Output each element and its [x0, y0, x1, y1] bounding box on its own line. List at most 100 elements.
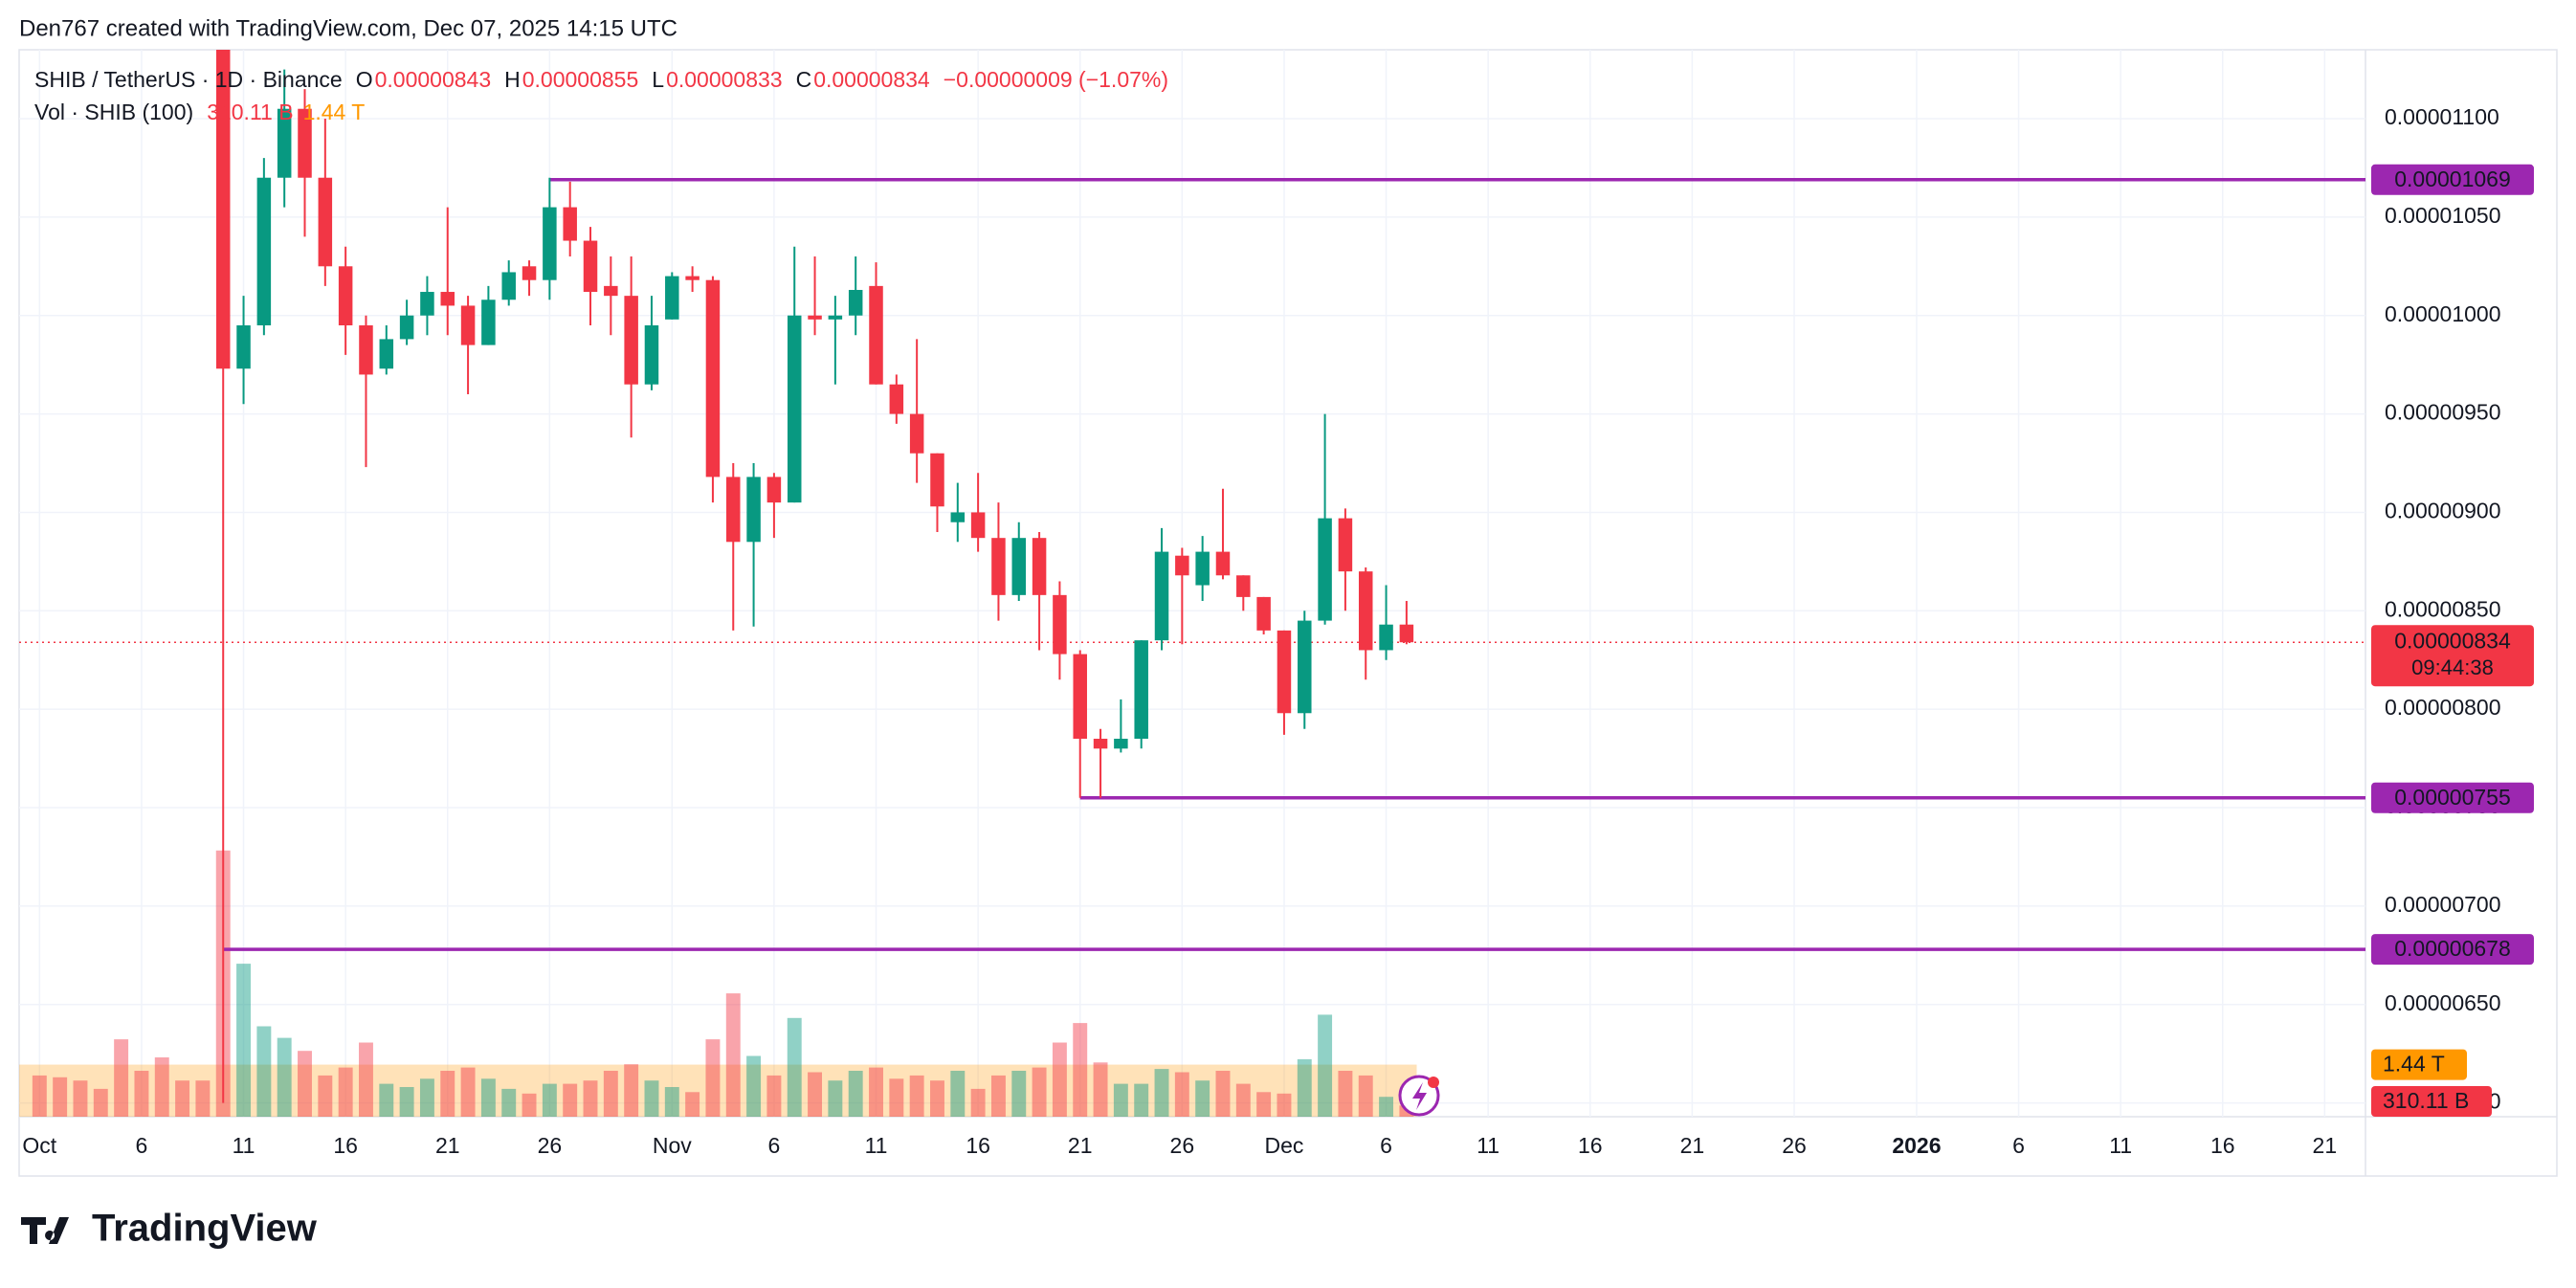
- x-tick-label: 16: [1578, 1133, 1603, 1158]
- volume-bar: [236, 964, 252, 1117]
- volume-ma-box: [2371, 1049, 2467, 1080]
- countdown-label: 09:44:38: [2411, 655, 2494, 679]
- candle-body: [359, 325, 373, 375]
- volume-bar: [828, 1080, 843, 1117]
- price-labels: 0.00001069 0.00000755 0.00000678 0.00000834…: [2371, 164, 2534, 1117]
- ohlc-key: L: [652, 67, 664, 92]
- volume-bar: [460, 1067, 476, 1117]
- attribution: Den767 created with TradingView.com, Dec…: [19, 15, 677, 41]
- volume-bar: [1195, 1080, 1210, 1117]
- volume-bar: [1358, 1075, 1373, 1117]
- candle-body: [338, 266, 353, 326]
- change-value: −0.00000009 (−1.07%): [944, 67, 1168, 92]
- volume-bar: [32, 1075, 47, 1117]
- candle-body: [460, 305, 476, 345]
- volume-bar: [685, 1092, 700, 1117]
- candle-body: [604, 285, 618, 297]
- candle-body: [909, 413, 924, 454]
- candle-body: [1277, 630, 1292, 714]
- level-label: 0.00000755: [2394, 785, 2511, 810]
- current-price-box: [2371, 625, 2534, 687]
- candle-body: [970, 512, 986, 539]
- volume-bar: [298, 1051, 312, 1117]
- x-tick-label: 11: [2109, 1133, 2132, 1158]
- volume-bar: [419, 1078, 434, 1117]
- symbol-legend: SHIB / TetherUS · 1D · Binance O0.0000084…: [34, 67, 1168, 92]
- levels: [19, 178, 2365, 951]
- x-tick-label: 16: [2210, 1133, 2235, 1158]
- candle-body: [543, 207, 557, 280]
- candle-body: [277, 108, 292, 178]
- volume-bar: [1073, 1023, 1088, 1117]
- candle-body: [889, 384, 904, 414]
- y-tick-label: 0.00000900: [2385, 499, 2501, 523]
- candle-body: [440, 292, 455, 306]
- x-tick-label: 21: [435, 1133, 460, 1158]
- ohlc-value: 0.00000855: [522, 67, 639, 92]
- candle-body: [420, 292, 434, 316]
- ohlc-key: C: [796, 67, 812, 92]
- volume-bar: [1215, 1070, 1231, 1117]
- candle-body: [685, 276, 700, 280]
- x-tick-label: 11: [865, 1133, 888, 1158]
- volume-bar: [1235, 1083, 1251, 1117]
- candle-body: [318, 177, 333, 267]
- candle-body: [766, 477, 782, 503]
- x-tick-label: 11: [1477, 1133, 1499, 1158]
- volume-bar: [277, 1037, 292, 1117]
- volume-bar: [1011, 1070, 1027, 1117]
- chart-frame: [18, 49, 2558, 1177]
- volume-last-box: [2371, 1086, 2492, 1117]
- volume-bar: [1338, 1070, 1353, 1117]
- volume-bar: [990, 1075, 1006, 1117]
- ohlc-value: 0.00000833: [666, 67, 783, 92]
- x-tick-label: 21: [2313, 1133, 2338, 1158]
- candle-body: [726, 477, 741, 543]
- candle-body: [1154, 551, 1169, 641]
- candle-body: [236, 325, 251, 369]
- volume-last: 310.11 B: [207, 100, 293, 124]
- candle-body: [1093, 739, 1108, 749]
- ohlc-value: 0.00000843: [375, 67, 492, 92]
- level-label: 0.00001069: [2394, 167, 2511, 191]
- volume-bar: [480, 1078, 496, 1117]
- volume-bar: [1297, 1058, 1312, 1117]
- candle-body: [298, 108, 312, 178]
- volume-bar: [114, 1039, 129, 1117]
- volume-bar: [1134, 1083, 1149, 1117]
- x-tick-label: 6: [1380, 1133, 1392, 1158]
- candle-body: [1053, 594, 1067, 655]
- x-tick-label: 26: [1782, 1133, 1807, 1158]
- volume-ma-area: [19, 1064, 1417, 1117]
- x-tick-label: 6: [768, 1133, 781, 1158]
- y-tick-label: 0.00000950: [2385, 400, 2501, 425]
- volume-bar: [746, 1055, 762, 1117]
- candle-body: [848, 289, 863, 316]
- volume-ma: 1.44 T: [303, 100, 366, 124]
- y-tick-label: 0.00000700: [2385, 892, 2501, 917]
- volume-title: Vol · SHIB (100): [34, 100, 193, 124]
- volume-bar: [1032, 1067, 1047, 1117]
- legend: SHIB / TetherUS · 1D · Binance O0.0000084…: [34, 67, 1168, 124]
- x-tick-label: 6: [2012, 1133, 2025, 1158]
- volume-pane: [19, 850, 1417, 1117]
- candle-body: [399, 315, 414, 340]
- candle-body: [624, 296, 638, 385]
- candle-body: [1318, 518, 1332, 621]
- candle-body: [1032, 538, 1047, 595]
- candle-body: [1256, 596, 1271, 631]
- candle-body: [563, 207, 577, 241]
- axes: 0.000006000.000006500.000007000.00000750…: [22, 104, 2500, 1158]
- volume-bar: [563, 1083, 578, 1117]
- candle-body: [828, 315, 843, 320]
- ohlc-key: O: [356, 67, 373, 92]
- candle-body: [644, 325, 659, 385]
- x-tick-label: 21: [1680, 1133, 1705, 1158]
- candle-body: [481, 300, 496, 345]
- volume-bar: [950, 1070, 966, 1117]
- candle-body: [950, 512, 966, 522]
- volume-bar: [318, 1075, 333, 1117]
- candle-body: [1195, 551, 1210, 586]
- candle-body: [1215, 551, 1231, 576]
- brand-logo: TradingView: [21, 1208, 318, 1250]
